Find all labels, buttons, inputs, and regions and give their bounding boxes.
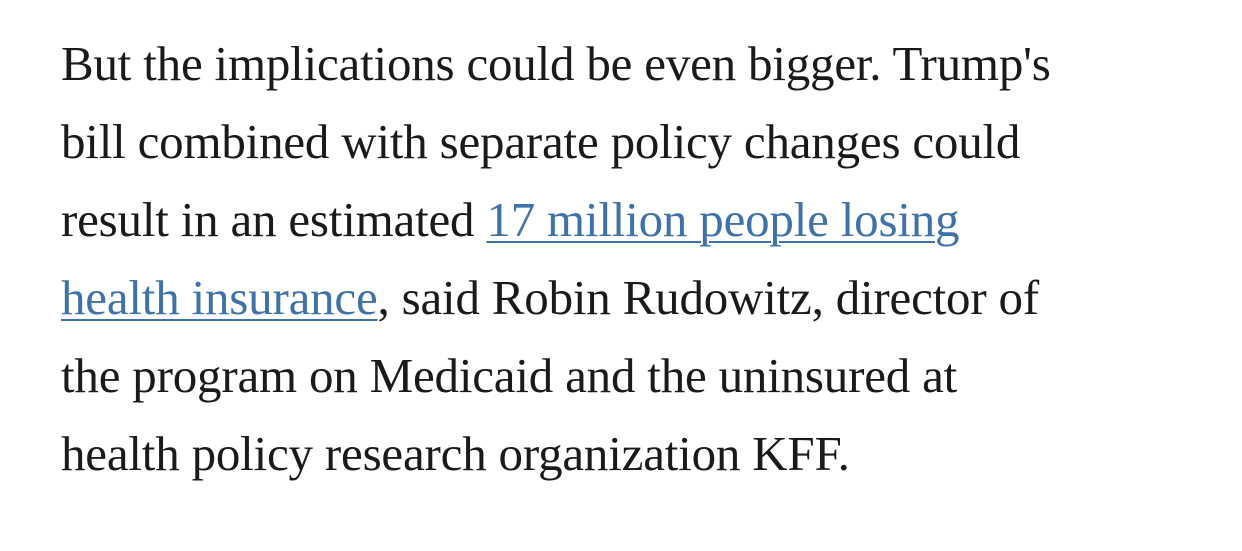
insurance-loss-link-part-1[interactable]: 17 million people losing <box>486 192 960 247</box>
article-paragraph: But the implications could be even bigge… <box>61 25 1221 493</box>
paragraph-line-5: the program on Medicaid and the uninsure… <box>61 348 958 403</box>
paragraph-line-3-text: result in an estimated <box>61 192 487 247</box>
paragraph-line-4: health insurance, said Robin Rudowitz, d… <box>61 259 1221 337</box>
paragraph-line-4-text: , said Robin Rudowitz, director of <box>377 270 1040 325</box>
insurance-loss-link-part-2[interactable]: health insurance <box>61 270 378 325</box>
paragraph-line-6: health policy research organization KFF. <box>61 426 850 481</box>
paragraph-line-2: bill combined with separate policy chang… <box>61 114 1021 169</box>
paragraph-line-1: But the implications could be even bigge… <box>61 36 1051 91</box>
paragraph-line-3: result in an estimated 17 million people… <box>61 181 1221 259</box>
